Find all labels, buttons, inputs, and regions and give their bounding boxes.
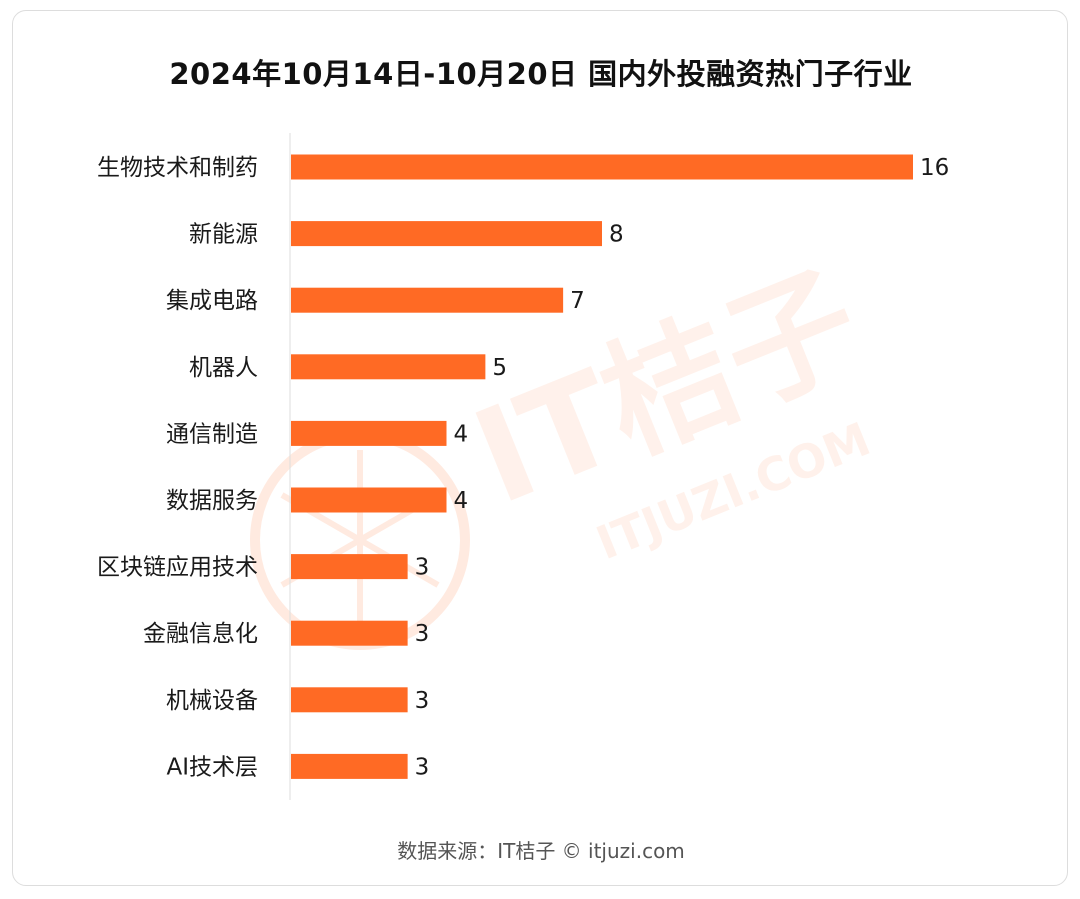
bar-value-label: 3 (415, 688, 430, 714)
category-tick-label: 机器人 (189, 355, 258, 381)
bar (291, 420, 447, 446)
bar-value-label: 5 (492, 355, 507, 381)
bar (291, 154, 913, 180)
bar (291, 620, 408, 646)
bar (291, 753, 408, 779)
bar-value-label: 4 (454, 421, 469, 447)
data-source-footer: 数据来源：IT桔子 © itjuzi.com (397, 839, 685, 863)
category-tick-label: 集成电路 (166, 288, 258, 314)
bar-value-label: 3 (415, 555, 430, 581)
bar (291, 554, 408, 580)
category-tick-label: 生物技术和制药 (97, 155, 258, 181)
category-tick-label: 机械设备 (166, 688, 258, 714)
bars-group: 生物技术和制药 16 新能源 8 集成电路 7 机器人 5 通信制造 4 数据服务 4 区块链应用技术 3… (97, 154, 949, 780)
category-tick-label: 通信制造 (166, 421, 258, 447)
bar (291, 487, 447, 513)
bar-value-label: 7 (570, 288, 585, 314)
category-tick-label: 区块链应用技术 (97, 555, 258, 581)
category-tick-label: AI技术层 (166, 754, 258, 780)
category-tick-label: 新能源 (189, 222, 258, 248)
bar-value-label: 3 (415, 754, 430, 780)
bar-value-label: 8 (609, 222, 624, 248)
bar (291, 354, 486, 380)
bar (291, 221, 602, 247)
bar-value-label: 4 (454, 488, 469, 514)
bar-value-label: 16 (920, 155, 949, 181)
bar-value-label: 3 (415, 621, 430, 647)
bar (291, 287, 564, 313)
bar (291, 687, 408, 713)
category-tick-label: 金融信息化 (143, 621, 258, 647)
category-tick-label: 数据服务 (166, 488, 258, 514)
chart-title: 2024年10月14日-10月20日 国内外投融资热门子行业 (169, 57, 913, 91)
